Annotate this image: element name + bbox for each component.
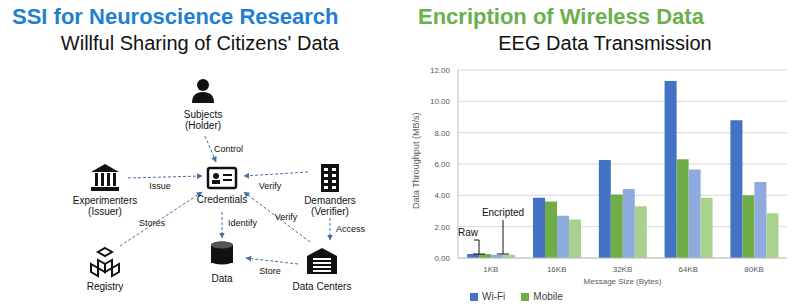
svg-text:12.00: 12.00 bbox=[430, 66, 451, 75]
svg-text:Verify: Verify bbox=[275, 212, 298, 222]
html-text:Wi-Fi: Wi-Fi bbox=[482, 291, 506, 302]
svg-text:0.00: 0.00 bbox=[434, 254, 450, 263]
svg-text:(Verifier): (Verifier) bbox=[311, 206, 349, 217]
svg-text:Control: Control bbox=[214, 144, 243, 154]
svg-text:10.00: 10.00 bbox=[430, 97, 451, 106]
svg-text:80KB: 80KB bbox=[744, 265, 764, 274]
svg-text:Access: Access bbox=[336, 224, 366, 234]
svg-text:Registry: Registry bbox=[87, 281, 124, 292]
svg-text:EEG Data Transmission: EEG Data Transmission bbox=[498, 32, 711, 54]
svg-text:(Holder): (Holder) bbox=[185, 120, 221, 131]
svg-text:4.00: 4.00 bbox=[434, 191, 450, 200]
svg-text:8.00: 8.00 bbox=[434, 129, 450, 138]
html-text:Mobile: Mobile bbox=[533, 291, 563, 302]
svg-text:(Issuer): (Issuer) bbox=[88, 206, 122, 217]
svg-text:2.00: 2.00 bbox=[434, 223, 450, 232]
svg-text:Data Centers: Data Centers bbox=[293, 281, 352, 292]
svg-text:Identify: Identify bbox=[228, 218, 258, 228]
svg-text:16KB: 16KB bbox=[547, 265, 567, 274]
svg-text:Demanders: Demanders bbox=[304, 195, 356, 206]
svg-text:Raw: Raw bbox=[458, 227, 479, 238]
svg-text:Stores: Stores bbox=[139, 218, 166, 228]
svg-text:Encription of Wireless Data: Encription of Wireless Data bbox=[418, 4, 705, 29]
svg-text:Data Throughput (MB/s): Data Throughput (MB/s) bbox=[411, 113, 421, 209]
svg-text:Store: Store bbox=[259, 266, 281, 276]
svg-text:Encripted: Encripted bbox=[482, 207, 524, 218]
svg-text:Credentials: Credentials bbox=[197, 194, 248, 205]
svg-text:SSI for Neuroscience Research: SSI for Neuroscience Research bbox=[12, 4, 338, 29]
svg-text:Verify: Verify bbox=[259, 181, 282, 191]
svg-text:Issue: Issue bbox=[149, 181, 171, 191]
svg-text:Experimenters: Experimenters bbox=[73, 195, 137, 206]
svg-text:Subjects: Subjects bbox=[184, 109, 222, 120]
svg-text:6.00: 6.00 bbox=[434, 160, 450, 169]
svg-text:Data: Data bbox=[211, 273, 233, 284]
svg-text:64KB: 64KB bbox=[679, 265, 699, 274]
svg-text:Willful Sharing of Citizens' D: Willful Sharing of Citizens' Data bbox=[61, 32, 340, 54]
svg-text:32KB: 32KB bbox=[613, 265, 633, 274]
svg-text:1KB: 1KB bbox=[483, 265, 498, 274]
svg-text:Message Size (Bytes): Message Size (Bytes) bbox=[584, 277, 662, 286]
